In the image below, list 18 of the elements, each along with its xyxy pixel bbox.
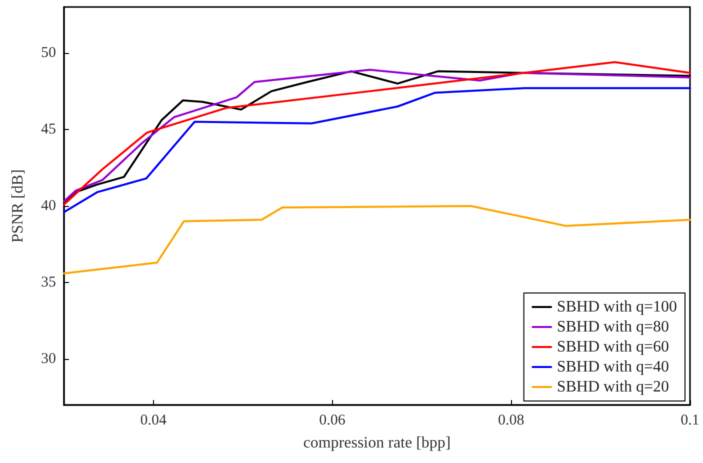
legend-label: SBHD with q=80 <box>556 318 670 336</box>
legend-label: SBHD with q=60 <box>556 338 670 356</box>
x-tick-label: 0.08 <box>498 412 524 428</box>
line-series <box>63 87 691 214</box>
legend-label: SBHD with q=40 <box>556 358 670 376</box>
y-tick-label: 40 <box>41 198 56 214</box>
y-tick-label: 50 <box>41 44 56 61</box>
legend-label: SBHD with q=20 <box>556 378 670 396</box>
x-axis-title: compression rate [bpp] <box>303 434 451 452</box>
y-tick-label: 30 <box>41 351 56 368</box>
legend-label: SBHD with q=100 <box>556 298 678 316</box>
x-tick-label: 0.06 <box>319 412 346 428</box>
line-series <box>63 205 691 274</box>
y-axis-title: PSNR [dB] <box>10 169 26 243</box>
y-tick-label: 45 <box>41 121 56 138</box>
y-tick-label: 35 <box>41 274 56 291</box>
x-tick-label: 0.04 <box>140 412 168 428</box>
x-tick-label: 0.1 <box>680 412 700 428</box>
